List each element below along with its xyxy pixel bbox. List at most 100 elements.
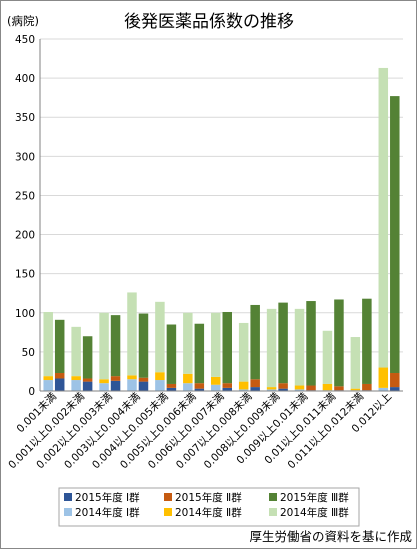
bar-segment bbox=[99, 379, 109, 384]
y-tick-label: 350 bbox=[15, 112, 35, 124]
bar-segment bbox=[99, 312, 109, 380]
bar-segment bbox=[266, 308, 277, 388]
y-tick-label: 0 bbox=[28, 386, 35, 398]
bar-segment bbox=[278, 302, 288, 384]
bar-segment bbox=[99, 383, 109, 391]
bar-segment bbox=[222, 387, 232, 391]
bar-segment bbox=[110, 315, 121, 377]
bar-segment bbox=[362, 298, 372, 384]
bars bbox=[43, 67, 400, 391]
y-tick-label: 150 bbox=[15, 269, 35, 281]
legend-label: 2014年度 Ⅲ群 bbox=[280, 506, 349, 519]
legend-swatch bbox=[164, 508, 172, 516]
bar-segment bbox=[82, 336, 93, 379]
bar-segment bbox=[378, 367, 389, 388]
legend-box bbox=[58, 487, 360, 527]
bar-segment bbox=[127, 379, 137, 391]
y-tick-label: 250 bbox=[15, 190, 35, 202]
bar-segment bbox=[183, 373, 193, 384]
bar-segment bbox=[222, 311, 232, 384]
legend-label: 2015年度 Ⅰ群 bbox=[75, 491, 140, 504]
bar-segment bbox=[238, 381, 249, 390]
bar-segment bbox=[211, 312, 221, 377]
bar-segment bbox=[350, 337, 361, 389]
y-tick-label: 100 bbox=[15, 308, 35, 320]
y-tick-label: 50 bbox=[22, 347, 35, 359]
bar-segment bbox=[222, 383, 232, 388]
bar-segment bbox=[378, 387, 389, 391]
bar-segment bbox=[71, 376, 81, 381]
bar-segment bbox=[238, 389, 249, 391]
legend-label: 2015年度 Ⅱ群 bbox=[175, 491, 242, 504]
bar-segment bbox=[82, 381, 93, 391]
bar-segment bbox=[306, 301, 316, 386]
legend-swatch bbox=[269, 493, 277, 501]
y-tick-label: 400 bbox=[15, 73, 35, 85]
bar-segment bbox=[110, 380, 121, 391]
gridlines bbox=[40, 38, 403, 392]
bar-segment bbox=[194, 383, 205, 389]
bar-segment bbox=[322, 383, 333, 391]
bar-segment bbox=[110, 376, 121, 381]
bar-segment bbox=[155, 380, 165, 391]
bar-segment bbox=[127, 375, 137, 380]
bar-segment bbox=[390, 387, 400, 391]
bar-segment bbox=[238, 322, 249, 382]
bar-segment bbox=[166, 383, 177, 388]
bar-segment bbox=[390, 373, 400, 388]
bar-segment bbox=[194, 388, 205, 391]
bar-segment bbox=[138, 377, 149, 382]
bar-segment bbox=[250, 304, 260, 380]
bar-segment bbox=[390, 96, 400, 374]
y-tick-label: 450 bbox=[15, 34, 35, 46]
bar-segment bbox=[43, 380, 53, 391]
y-tick-label: 200 bbox=[15, 230, 35, 242]
bar-segment bbox=[278, 388, 288, 391]
bar-segment bbox=[166, 324, 177, 384]
legend-swatch bbox=[64, 508, 72, 516]
bar-segment bbox=[155, 372, 165, 381]
y-axis-label: (病院) bbox=[7, 14, 39, 28]
legend-label: 2014年度 Ⅱ群 bbox=[175, 506, 242, 519]
y-tick-label: 300 bbox=[15, 151, 35, 163]
legend-label: 2014年度 Ⅰ群 bbox=[75, 506, 140, 519]
legend-swatch bbox=[269, 508, 277, 516]
bar-segment bbox=[294, 385, 305, 390]
bar-segment bbox=[278, 383, 288, 389]
legend-swatch bbox=[164, 493, 172, 501]
bar-segment bbox=[250, 387, 260, 391]
legend: 2015年度 Ⅰ群 2015年度 Ⅱ群 2015年度 Ⅲ群 2014年度 Ⅰ群 2014… bbox=[58, 487, 360, 527]
bar-segment bbox=[43, 376, 53, 381]
bar-segment bbox=[350, 388, 361, 391]
bar-segment bbox=[294, 308, 305, 386]
bar-segment bbox=[43, 311, 53, 377]
bar-segment bbox=[362, 383, 372, 391]
bar-segment bbox=[211, 384, 221, 391]
bar-segment bbox=[138, 313, 149, 378]
bar-segment bbox=[334, 299, 344, 387]
source-note: 厚生労働省の資料を基に作成 bbox=[249, 529, 412, 544]
chart-title: 後発医薬品係数の推移 bbox=[124, 12, 294, 32]
bar-segment bbox=[138, 381, 149, 391]
bar-segment bbox=[82, 378, 93, 382]
axes: 0501001502002503003504004500.001未満0.001以… bbox=[6, 34, 403, 471]
bar-segment bbox=[155, 301, 165, 373]
bar-segment bbox=[266, 387, 277, 390]
legend-swatch bbox=[64, 493, 72, 501]
bar-segment bbox=[211, 376, 221, 385]
bar-segment bbox=[306, 385, 316, 391]
bar-segment bbox=[250, 379, 260, 388]
bar-segment bbox=[127, 292, 137, 376]
bar-segment bbox=[71, 380, 81, 391]
bar-segment bbox=[266, 389, 277, 391]
bar-segment bbox=[183, 312, 193, 374]
bar-segment bbox=[294, 389, 305, 391]
bar-segment bbox=[54, 319, 65, 374]
bar-segment bbox=[166, 387, 177, 391]
legend-label: 2015年度 Ⅲ群 bbox=[280, 491, 349, 504]
bar-segment bbox=[334, 386, 344, 391]
bar-segment bbox=[54, 373, 65, 379]
bar-segment bbox=[71, 326, 81, 377]
bar-segment bbox=[194, 323, 205, 384]
